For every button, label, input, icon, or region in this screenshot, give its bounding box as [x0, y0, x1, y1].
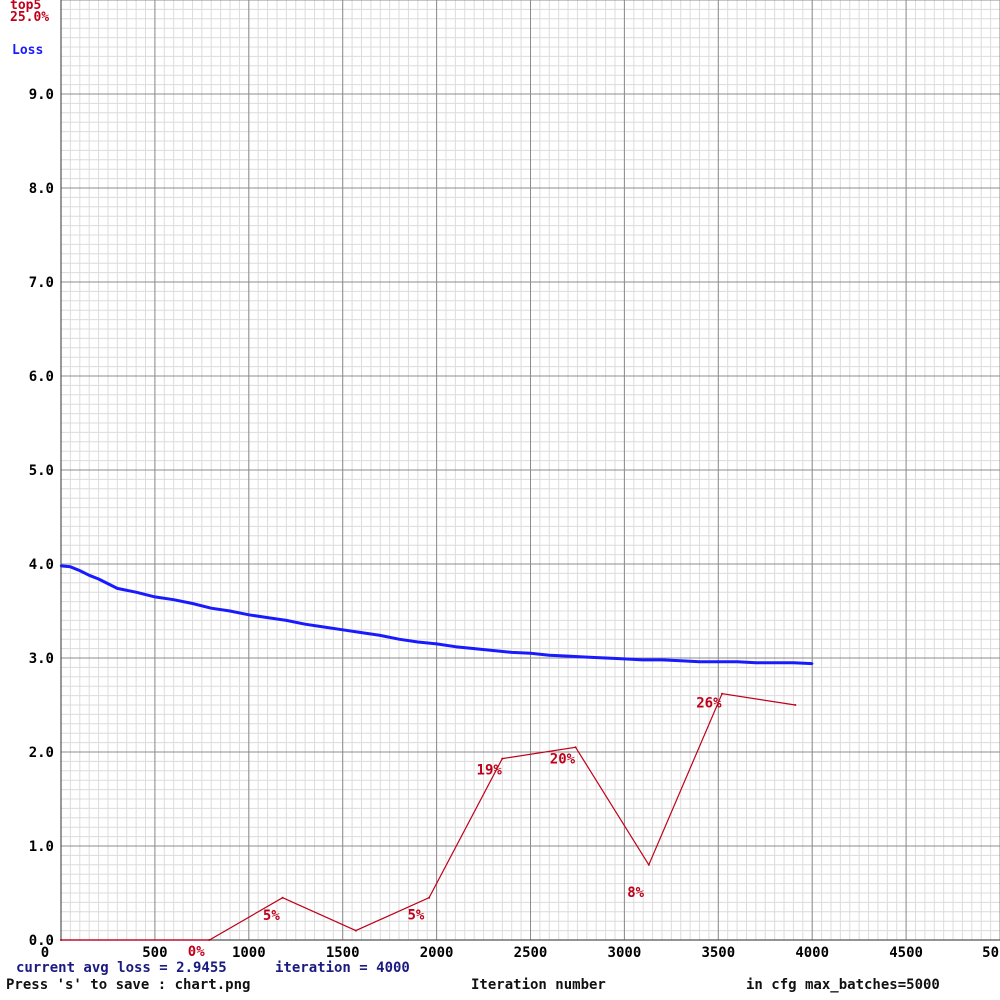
loss-point — [172, 598, 175, 601]
loss-point — [548, 653, 551, 657]
y-tick-label: 0.0 — [29, 933, 54, 949]
x-tick-label: 2000 — [420, 945, 454, 961]
x-tick-label: 1000 — [232, 945, 266, 961]
y-tick-label: 3.0 — [29, 651, 54, 667]
x-tick-label: 1500 — [326, 945, 360, 961]
top5-point — [60, 939, 62, 941]
x-tick-label: 500 — [142, 945, 167, 961]
iteration-status: iteration = 4000 — [275, 960, 410, 976]
loss-point — [97, 577, 100, 581]
loss-point — [623, 657, 626, 661]
y-axis-ticks: 0.0 1.0 2.0 3.0 4.0 5.0 6.0 7.0 8.0 9.0 — [29, 87, 54, 949]
top5-data-label: 26% — [696, 696, 722, 712]
y-tick-label: 9.0 — [29, 87, 54, 103]
legend-top5-label: top5 — [10, 0, 42, 13]
top5-line — [61, 693, 796, 941]
top5-data-label: 8% — [627, 885, 644, 901]
loss-point — [679, 659, 682, 663]
x-tick-label: 3000 — [608, 945, 642, 961]
loss-point — [153, 595, 157, 599]
y-tick-label: 7.0 — [29, 275, 54, 291]
top5-data-label: 0% — [188, 944, 205, 960]
top5-point — [428, 896, 431, 899]
loss-point — [379, 634, 382, 637]
loss-point — [59, 564, 63, 568]
loss-point — [529, 652, 532, 655]
loss-point — [472, 647, 476, 650]
loss-point — [717, 660, 720, 663]
top5-point — [721, 692, 724, 695]
loss-point — [454, 645, 457, 648]
loss-point — [698, 660, 701, 663]
y-tick-label: 5.0 — [29, 463, 54, 479]
x-axis-label: Iteration number — [471, 977, 606, 993]
loss-point — [341, 628, 344, 631]
loss-point — [228, 609, 232, 613]
loss-point — [78, 569, 81, 572]
loss-point — [792, 661, 795, 664]
loss-point — [641, 658, 645, 662]
series-layer: 0% 5% 5% 19% 20% 8% 26% — [59, 564, 814, 960]
x-tick-label: 50 — [982, 945, 999, 961]
top5-point — [574, 746, 577, 749]
avg-loss-status: current avg loss = 2.9455 — [16, 960, 227, 976]
loss-point — [735, 660, 739, 663]
top5-data-label: 20% — [550, 751, 576, 767]
y-tick-label: 1.0 — [29, 839, 54, 855]
x-axis-ticks: 0 500 1000 1500 2000 2500 3000 3500 4000 4500 50 — [41, 945, 999, 961]
x-tick-label: 3500 — [701, 945, 735, 961]
legend-top5-value: 25.0% — [10, 10, 50, 25]
loss-point — [322, 625, 326, 629]
loss-point — [303, 622, 307, 626]
loss-point — [397, 638, 401, 641]
loss-point — [510, 651, 513, 654]
loss-point — [604, 656, 607, 660]
y-tick-label: 4.0 — [29, 557, 54, 573]
top5-data-label: 5% — [408, 908, 425, 924]
loss-point — [416, 640, 420, 644]
max-batches-info: in cfg max_batches=5000 — [746, 977, 940, 993]
loss-point — [69, 565, 72, 569]
legend-loss: Loss — [12, 43, 44, 58]
loss-point — [191, 602, 194, 605]
loss-point — [660, 658, 664, 662]
loss-point — [754, 661, 758, 664]
loss-point — [491, 649, 495, 652]
y-tick-label: 2.0 — [29, 745, 54, 761]
x-tick-label: 0 — [41, 945, 49, 961]
top5-point — [208, 939, 211, 941]
top5-point — [647, 863, 650, 866]
loss-point — [87, 574, 91, 577]
grid-major — [60, 0, 1000, 941]
x-tick-label: 4000 — [795, 945, 829, 961]
x-tick-label: 4500 — [889, 945, 923, 961]
loss-point — [811, 662, 814, 665]
loss-point — [134, 591, 138, 594]
y-tick-label: 8.0 — [29, 181, 54, 197]
y-tick-label: 6.0 — [29, 369, 54, 385]
x-tick-label: 2500 — [514, 945, 548, 961]
loss-point — [773, 661, 776, 664]
top5-point — [354, 929, 357, 932]
loss-point — [116, 587, 119, 590]
top5-data-label: 19% — [477, 763, 503, 779]
loss-point — [247, 613, 250, 616]
top5-point — [281, 896, 284, 899]
loss-point — [266, 616, 269, 619]
loss-point — [566, 654, 570, 658]
loss-point — [435, 642, 438, 646]
loss-point — [585, 655, 589, 659]
loss-point — [360, 631, 363, 634]
top5-point — [794, 704, 797, 706]
loss-point — [285, 619, 288, 622]
legend-top5: top5 25.0% — [10, 0, 49, 24]
top5-data-label: 5% — [263, 908, 280, 924]
top5-point — [501, 757, 504, 760]
loss-point — [210, 606, 213, 610]
save-hint: Press 's' to save : chart.png — [6, 977, 251, 993]
